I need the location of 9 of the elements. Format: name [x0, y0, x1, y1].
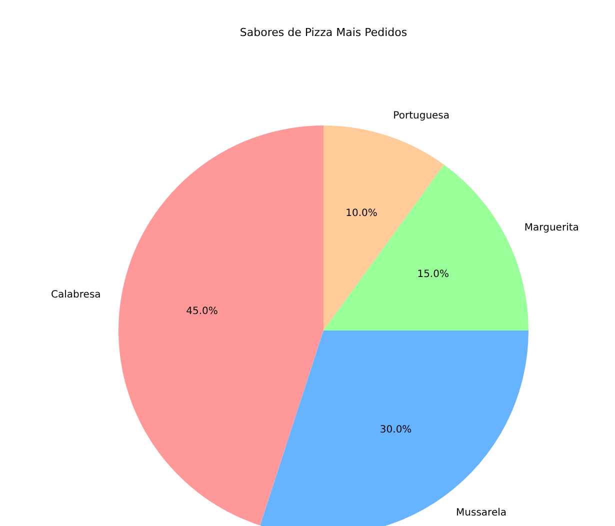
slice-label: Calabresa: [51, 290, 101, 301]
slice-label: Mussarela: [456, 507, 507, 518]
slice-label: Portuguesa: [393, 110, 450, 122]
data-label: 15.0%: [417, 269, 449, 280]
chart-title: Sabores de Pizza Mais Pedidos: [240, 26, 408, 39]
data-label: 45.0%: [186, 306, 218, 317]
data-label: 10.0%: [346, 208, 378, 220]
data-label: 30.0%: [380, 424, 412, 436]
slice-label: Marguerita: [524, 222, 579, 234]
